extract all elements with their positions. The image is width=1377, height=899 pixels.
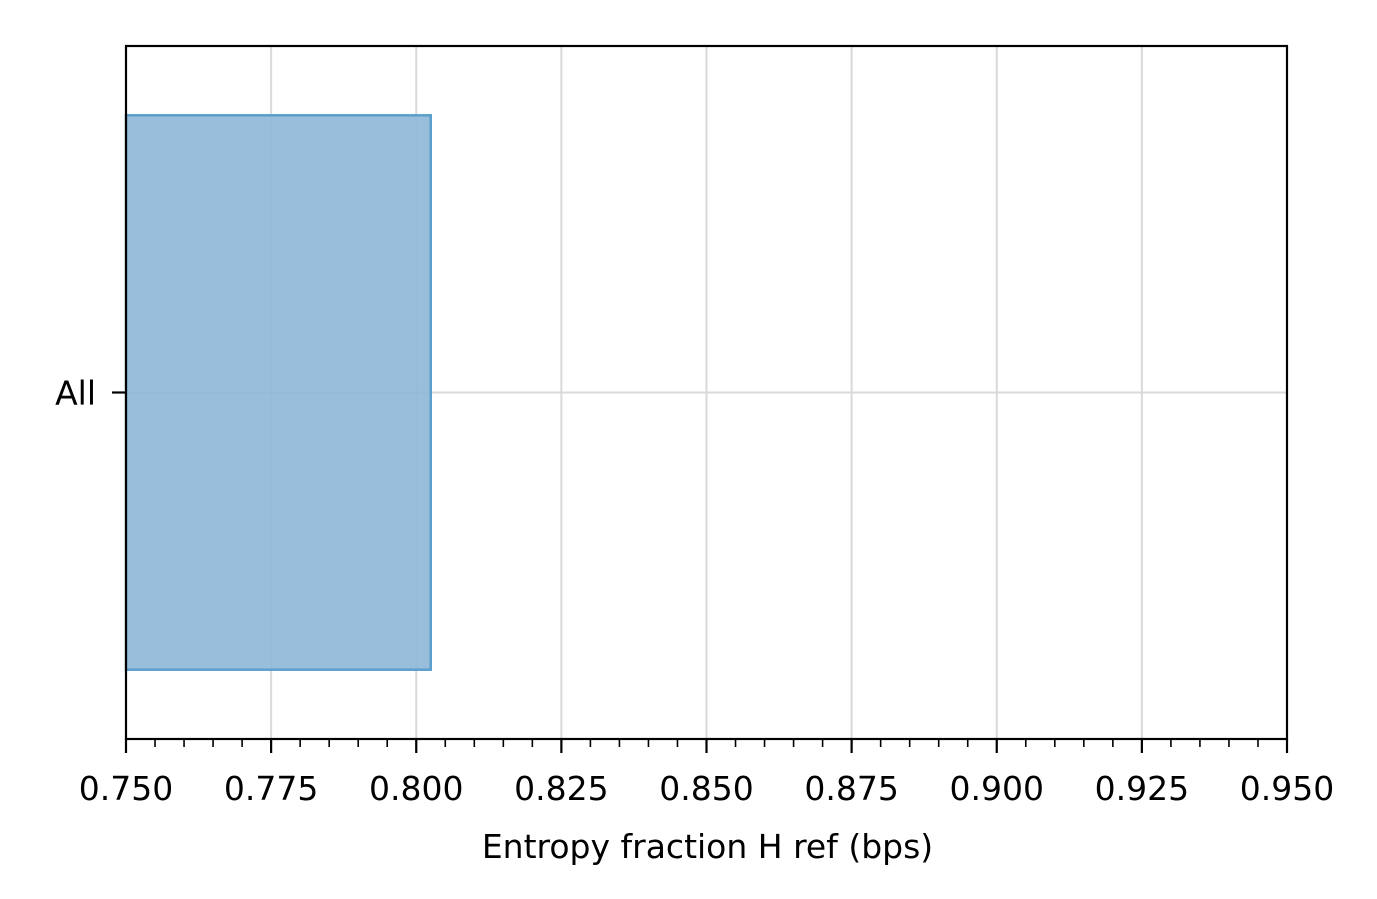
bars	[124, 114, 433, 671]
bar-all	[124, 114, 433, 671]
x-tick-label: 0.825	[514, 769, 608, 808]
x-axis-label: Entropy fraction H ref (bps)	[482, 827, 933, 866]
x-tick-label: 0.750	[79, 769, 173, 808]
x-tick-label: 0.775	[224, 769, 318, 808]
x-tick-label: 0.925	[1095, 769, 1189, 808]
y-tick-label: All	[55, 374, 96, 413]
x-tick-label: 0.875	[804, 769, 898, 808]
x-tick-label: 0.900	[950, 769, 1044, 808]
x-axis-ticks: 0.750 0.775 0.800 0.825 0.850 0.875 0.900 0.925…	[79, 739, 1334, 808]
y-axis-ticks: All	[55, 374, 126, 413]
x-tick-label: 0.950	[1240, 769, 1334, 808]
x-tick-label: 0.850	[659, 769, 753, 808]
x-tick-label: 0.800	[369, 769, 463, 808]
